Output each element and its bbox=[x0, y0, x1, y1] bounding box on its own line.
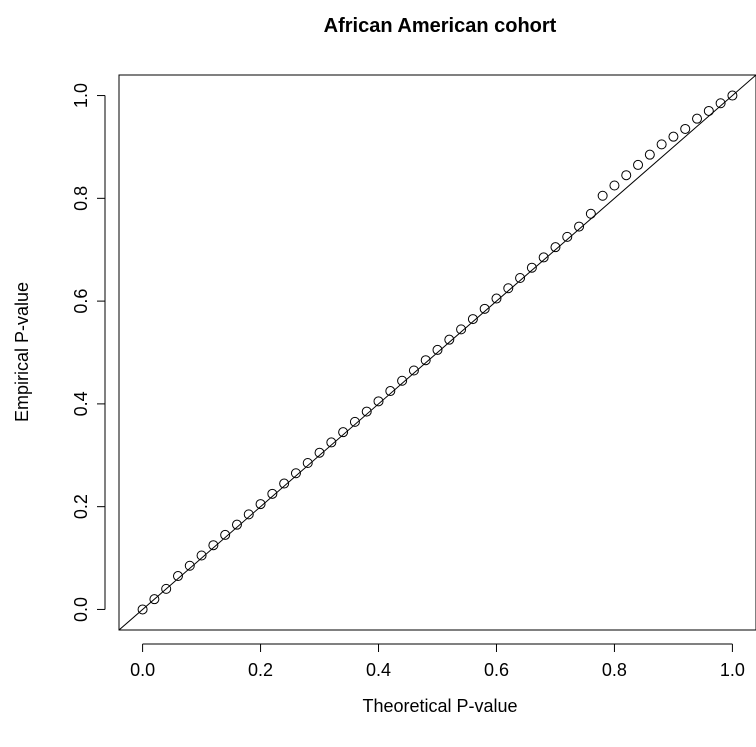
data-point bbox=[149, 594, 160, 605]
data-point bbox=[314, 447, 325, 458]
data-point bbox=[574, 221, 585, 232]
data-point bbox=[609, 180, 620, 191]
data-point bbox=[479, 303, 490, 314]
y-axis: 0.0 0.2 0.4 0.6 0.8 1.0 bbox=[71, 83, 106, 622]
data-point bbox=[656, 139, 667, 150]
data-point bbox=[692, 113, 703, 124]
reference-line bbox=[118, 74, 756, 631]
data-point bbox=[196, 550, 207, 561]
data-point bbox=[456, 324, 467, 335]
data-point bbox=[302, 457, 313, 468]
data-point bbox=[715, 98, 726, 109]
data-point bbox=[621, 170, 632, 181]
data-point bbox=[267, 488, 278, 499]
data-point bbox=[408, 365, 419, 376]
data-point bbox=[538, 252, 549, 263]
data-point bbox=[515, 272, 526, 283]
x-axis-label: Theoretical P-value bbox=[362, 696, 517, 716]
x-tick-label: 0.6 bbox=[484, 660, 509, 680]
data-point bbox=[668, 131, 679, 142]
data-point bbox=[550, 242, 561, 253]
data-point bbox=[290, 468, 301, 479]
data-points bbox=[137, 90, 738, 615]
data-point bbox=[161, 583, 172, 594]
x-tick-label: 0.2 bbox=[248, 660, 273, 680]
y-tick-label: 0.2 bbox=[71, 494, 91, 519]
data-point bbox=[184, 560, 195, 571]
y-tick-label: 0.6 bbox=[71, 289, 91, 314]
data-point bbox=[373, 396, 384, 407]
data-point bbox=[208, 540, 219, 551]
data-point bbox=[255, 499, 266, 510]
data-point bbox=[397, 375, 408, 386]
data-point bbox=[633, 159, 644, 170]
data-point bbox=[680, 123, 691, 134]
data-point bbox=[644, 149, 655, 160]
data-point bbox=[467, 314, 478, 325]
data-point bbox=[137, 604, 148, 615]
y-axis-label: Empirical P-value bbox=[12, 282, 32, 422]
data-point bbox=[444, 334, 455, 345]
chart-title: African American cohort bbox=[324, 15, 557, 37]
x-tick-label: 0.0 bbox=[130, 660, 155, 680]
data-point bbox=[385, 386, 396, 397]
data-point bbox=[326, 437, 337, 448]
data-point bbox=[585, 208, 596, 219]
data-point bbox=[279, 478, 290, 489]
x-tick-label: 1.0 bbox=[720, 660, 745, 680]
data-point bbox=[243, 509, 254, 520]
y-tick-label: 0.4 bbox=[71, 391, 91, 416]
data-point bbox=[349, 416, 360, 427]
data-point bbox=[526, 262, 537, 273]
data-point bbox=[220, 529, 231, 540]
y-tick-label: 0.0 bbox=[71, 597, 91, 622]
data-point bbox=[703, 105, 714, 116]
data-point bbox=[172, 571, 183, 582]
x-tick-label: 0.4 bbox=[366, 660, 391, 680]
data-point bbox=[338, 427, 349, 438]
data-point bbox=[503, 283, 514, 294]
x-axis: 0.0 0.2 0.4 0.6 0.8 1.0 bbox=[130, 643, 745, 680]
data-point bbox=[491, 293, 502, 304]
plot-frame bbox=[118, 74, 756, 631]
data-point bbox=[231, 519, 242, 530]
y-tick-label: 1.0 bbox=[71, 83, 91, 108]
data-point bbox=[432, 344, 443, 355]
data-point bbox=[727, 90, 738, 101]
data-point bbox=[562, 231, 573, 242]
data-point bbox=[597, 190, 608, 201]
y-tick-label: 0.8 bbox=[71, 186, 91, 211]
data-point bbox=[420, 355, 431, 366]
x-tick-label: 0.8 bbox=[602, 660, 627, 680]
data-point bbox=[361, 406, 372, 417]
